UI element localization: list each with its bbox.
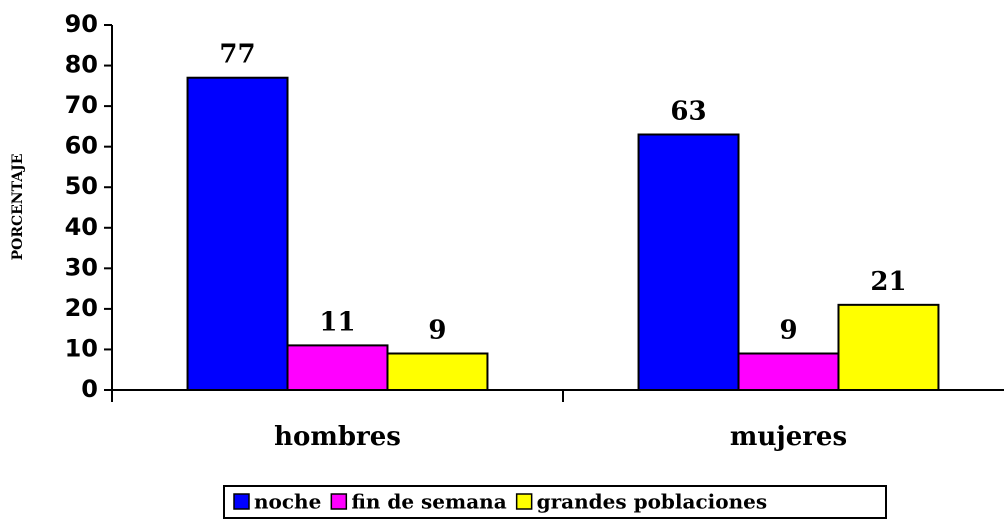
legend-swatch xyxy=(330,493,348,510)
y-tick-label: 50 xyxy=(65,172,98,200)
data-label: 9 xyxy=(779,316,797,346)
data-label: 63 xyxy=(670,97,706,127)
x-tick-label: hombres xyxy=(274,422,401,452)
data-label: 11 xyxy=(319,307,355,337)
legend-swatch xyxy=(515,493,533,510)
data-label: 21 xyxy=(870,267,906,297)
legend-label: noche xyxy=(254,490,321,514)
y-tick-label: 60 xyxy=(65,132,98,160)
legend-label: grandes poblaciones xyxy=(537,490,767,514)
legend-swatch xyxy=(233,493,250,510)
y-tick-label: 10 xyxy=(65,334,98,362)
y-tick-label: 40 xyxy=(65,213,98,241)
y-tick-label: 0 xyxy=(81,375,98,403)
bar xyxy=(637,133,740,391)
y-tick-label: 90 xyxy=(65,10,98,38)
y-tick-label: 20 xyxy=(65,294,98,322)
x-tick-label: mujeres xyxy=(730,422,847,452)
y-axis-label: PORCENTAJE xyxy=(10,154,26,261)
bar xyxy=(737,352,840,391)
data-label: 77 xyxy=(219,40,255,70)
bar xyxy=(286,344,389,391)
bar xyxy=(386,352,489,391)
y-tick-label: 30 xyxy=(65,253,98,281)
bar xyxy=(837,303,940,392)
bar xyxy=(186,76,289,391)
legend-label: fin de semana xyxy=(351,490,506,514)
data-label: 9 xyxy=(428,316,446,346)
y-tick-label: 80 xyxy=(65,51,98,79)
y-tick-label: 70 xyxy=(65,91,98,119)
